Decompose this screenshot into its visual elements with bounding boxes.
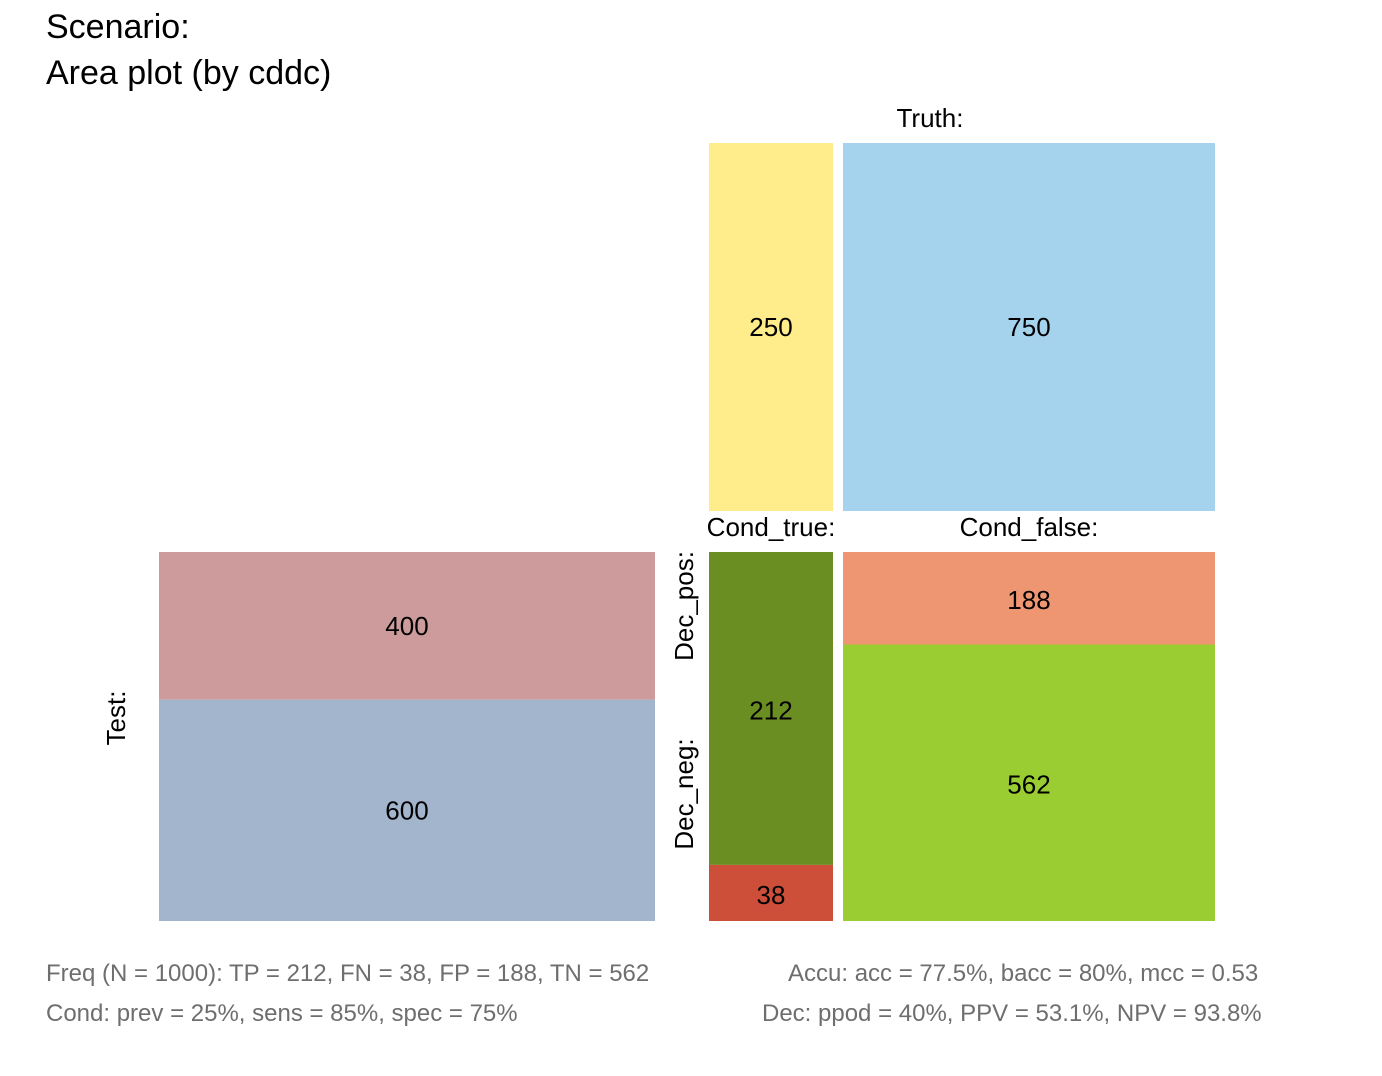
footer-cond: Cond: prev = 25%, sens = 85%, spec = 75% (46, 1000, 518, 1027)
footer-freq: Freq (N = 1000): TP = 212, FN = 38, FP =… (46, 960, 650, 987)
truth-cond_true-bar (709, 143, 833, 511)
cell-fn-bar (709, 864, 833, 921)
cell-tp-bar (709, 552, 833, 865)
test-label: Test: (101, 691, 131, 746)
truth-cond_true-label: Cond_true: (707, 512, 836, 542)
truth-label: Truth: (897, 103, 964, 133)
row-label-dec-neg: Dec_neg: (669, 738, 699, 849)
test-dec_neg-value: 600 (385, 795, 428, 825)
test-dec_pos-bar (159, 552, 655, 700)
row-label-dec-pos: Dec_pos: (669, 551, 699, 661)
cell-fn-value: 38 (757, 880, 786, 910)
footer-dec: Dec: ppod = 40%, PPV = 53.1%, NPV = 93.8… (762, 1000, 1262, 1027)
cell-tp-value: 212 (749, 695, 792, 725)
test-dec_neg-bar (159, 699, 655, 921)
cell-fp-bar (843, 552, 1215, 645)
truth-cond_false-bar (843, 143, 1215, 511)
truth-cond_false-value: 750 (1007, 312, 1050, 342)
footer-accu: Accu: acc = 77.5%, bacc = 80%, mcc = 0.5… (788, 960, 1259, 987)
test-dec_pos-value: 400 (385, 611, 428, 641)
cell-fp-value: 188 (1007, 585, 1050, 615)
chart-title: Scenario: (46, 8, 190, 46)
chart-subtitle: Area plot (by cddc) (46, 54, 332, 92)
truth-cond_false-label: Cond_false: (960, 512, 1099, 542)
truth-cond_true-value: 250 (749, 312, 792, 342)
cell-tn-bar (843, 644, 1215, 921)
cell-tn-value: 562 (1007, 770, 1050, 800)
